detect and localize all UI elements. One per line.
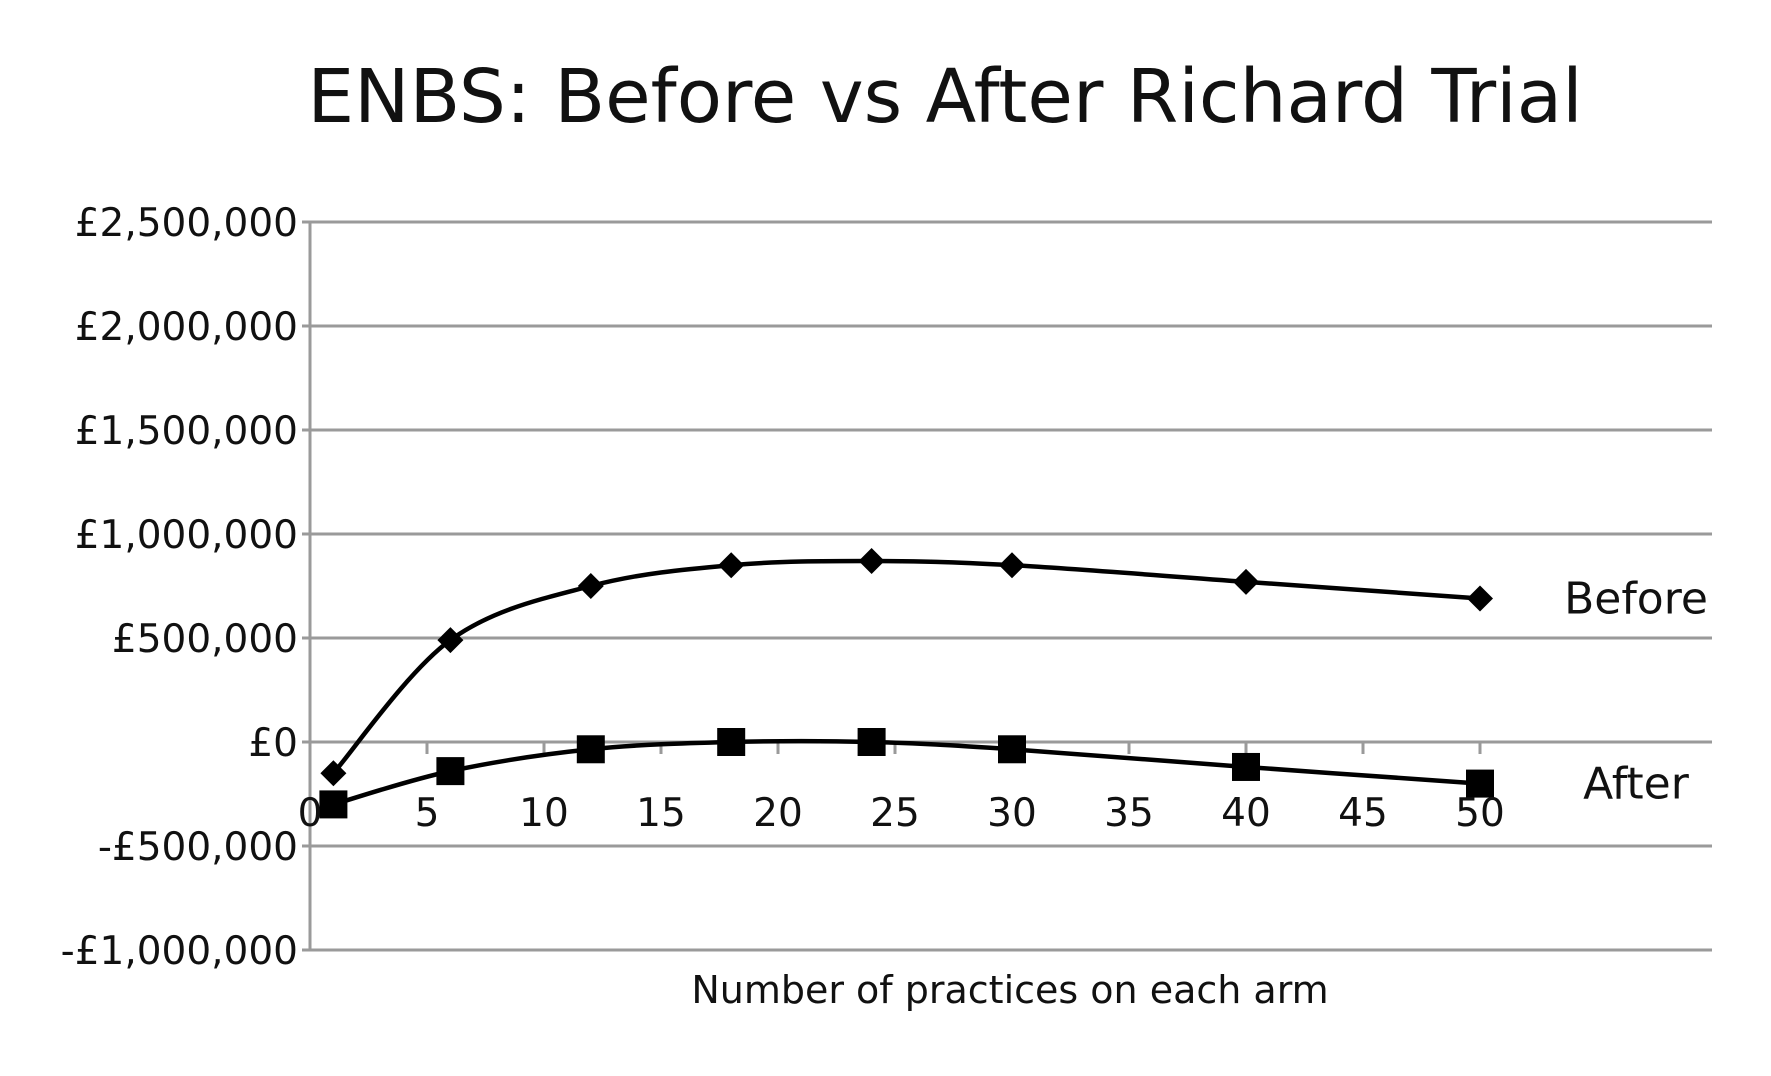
series-layer: Before After	[319, 548, 1708, 819]
x-tick-label: 15	[636, 791, 686, 836]
y-tick-label: £2,000,000	[75, 305, 298, 350]
axes	[308, 222, 1712, 950]
y-tick-label: £2,500,000	[75, 201, 298, 246]
y-tick-label: -£1,000,000	[61, 929, 298, 974]
x-tick-label: 40	[1221, 791, 1271, 836]
x-tick-label: 30	[987, 791, 1037, 836]
x-axis-title: Number of practices on each arm	[691, 968, 1328, 1012]
data-point-diamond	[437, 627, 464, 654]
x-tick-label: 35	[1104, 791, 1154, 836]
data-point-square	[717, 728, 746, 756]
x-tick-label: 10	[519, 791, 569, 836]
series-label-after: After	[1583, 759, 1690, 810]
data-point-diamond	[320, 760, 347, 787]
data-point-diamond	[1467, 585, 1493, 612]
x-tick-label: 20	[753, 791, 803, 836]
data-point-square	[998, 735, 1026, 764]
gridlines	[302, 220, 1712, 952]
x-tick-label: 0	[298, 791, 323, 836]
data-point-square	[1232, 752, 1260, 781]
y-tick-label: £500,000	[112, 617, 298, 662]
data-point-square	[436, 757, 465, 786]
y-tick-label: £0	[248, 721, 298, 766]
x-tick-label: 25	[870, 791, 920, 836]
x-tick-label: 5	[415, 791, 440, 836]
y-tick-label: £1,000,000	[75, 513, 298, 558]
data-point-diamond	[1233, 568, 1259, 595]
data-point-diamond	[577, 573, 604, 599]
x-tick-label: 45	[1338, 791, 1388, 836]
series-after: After	[319, 728, 1690, 819]
chart-title: ENBS: Before vs After Richard Trial	[307, 54, 1582, 140]
y-tick-label: £1,500,000	[75, 409, 298, 454]
data-point-diamond	[718, 552, 745, 579]
data-point-square	[576, 735, 605, 764]
data-point-diamond	[858, 548, 885, 575]
data-point-diamond	[999, 552, 1025, 579]
data-point-square	[857, 728, 886, 756]
x-tick-label: 50	[1455, 791, 1505, 836]
series-before: Before	[320, 548, 1708, 787]
y-tick-label: -£500,000	[98, 825, 298, 870]
data-point-square	[319, 790, 348, 819]
tick-labels: £2,500,000 £2,000,000 £1,500,000 £1,000,000…	[61, 201, 1505, 974]
series-label-before: Before	[1564, 573, 1708, 624]
data-point-square	[1466, 769, 1494, 798]
